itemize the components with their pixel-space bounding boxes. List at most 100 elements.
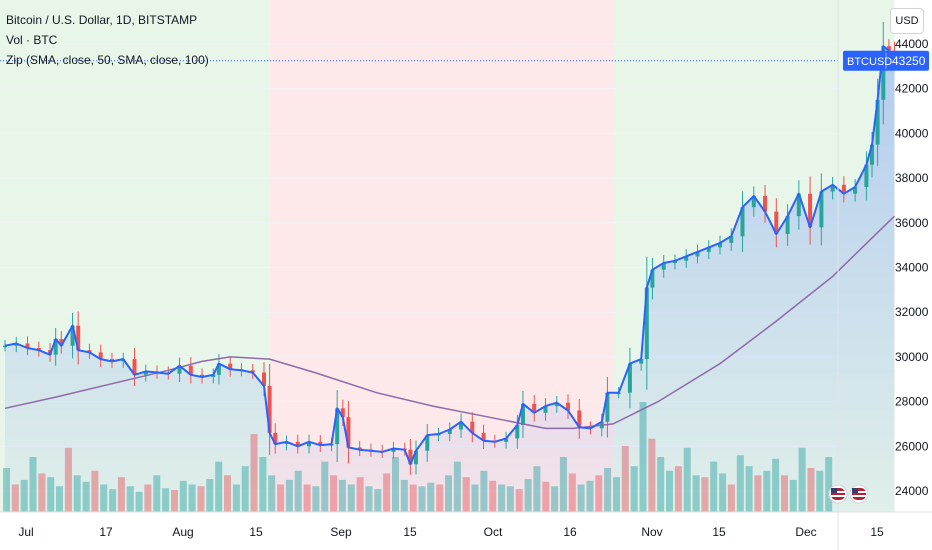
candle-body [188, 365, 193, 375]
candle-body [627, 363, 632, 393]
candle-body [459, 421, 463, 430]
x-tick-label: 17 [99, 525, 113, 539]
candle-body [318, 441, 323, 446]
y-tick-label: 36000 [895, 216, 929, 230]
candle-body [273, 432, 278, 445]
candle-body [216, 363, 221, 375]
candle-body [76, 325, 81, 351]
price-area-fill [5, 46, 895, 512]
candle-body [577, 410, 582, 428]
volume-indicator-label: Vol · BTC [6, 33, 58, 47]
candle-body [751, 196, 756, 208]
candle-body [267, 386, 272, 433]
y-tick-label: 38000 [895, 171, 929, 185]
candle-body [177, 365, 182, 374]
x-tick-label: Nov [641, 525, 662, 539]
price-tag-symbol: BTCUSD [847, 56, 892, 68]
x-tick-label: Oct [484, 525, 503, 539]
price-line [4, 45, 896, 466]
x-tick-label: Dec [795, 525, 816, 539]
candle-body [504, 438, 509, 442]
y-tick-label: 24000 [895, 484, 929, 498]
candle-body [853, 187, 858, 194]
candle-body [98, 352, 103, 360]
candle-body [684, 256, 689, 261]
sma-line [4, 215, 896, 430]
candle-body [763, 196, 767, 212]
candle-body [830, 184, 835, 192]
candle-body [543, 406, 548, 413]
candle-body [729, 236, 734, 243]
candle-body [70, 325, 75, 346]
candle-body [284, 441, 289, 444]
candle-body [481, 432, 486, 441]
candle-body [740, 207, 745, 237]
y-tick-label: 30000 [895, 350, 929, 364]
candle-body [661, 263, 666, 270]
candle-body [357, 447, 362, 450]
candle-body [875, 99, 880, 145]
x-tick-label: Sep [330, 525, 352, 539]
candle-body [200, 374, 204, 377]
x-tick-label: 15 [712, 525, 726, 539]
candle-body [132, 359, 137, 375]
price-tag-value: 43250 [892, 54, 926, 68]
price-tag: BTCUSD 43250 [843, 50, 929, 71]
candle-body [870, 144, 874, 165]
candle-body [706, 247, 711, 252]
candle-body [841, 184, 846, 194]
candle-body [881, 46, 886, 100]
candle-body [25, 343, 30, 348]
x-tick-label: 15 [870, 525, 884, 539]
chart-legend: Bitcoin / U.S. Dollar, 1D, BITSTAMP Vol … [6, 10, 209, 70]
candle-body [14, 343, 19, 346]
candle-body [886, 46, 891, 51]
candle-body [718, 242, 722, 248]
x-tick-label: 15 [403, 525, 417, 539]
y-tick-label: 40000 [895, 126, 929, 140]
symbol-title: Bitcoin / U.S. Dollar, 1D, BITSTAMP [6, 13, 198, 27]
candle-body [796, 193, 801, 217]
us-flag-icon [849, 484, 869, 504]
candle-body [228, 363, 233, 370]
candle-body [110, 359, 114, 362]
candle-body [650, 269, 655, 288]
y-tick-label: 28000 [895, 395, 929, 409]
candle-body [295, 441, 300, 447]
us-flag-icon [828, 484, 848, 504]
candle-body [785, 216, 790, 234]
candle-body [59, 339, 64, 346]
candle-body [340, 408, 345, 418]
candle-body [250, 370, 255, 373]
candle-body [605, 392, 610, 422]
candle-body [447, 429, 452, 434]
y-tick-label: 34000 [895, 261, 929, 275]
x-tick-label: 15 [249, 525, 263, 539]
candle-body [515, 425, 520, 439]
candle-body [673, 260, 677, 263]
candle-body [808, 193, 813, 228]
x-tick-label: Jul [18, 525, 33, 539]
candle-body [566, 402, 570, 411]
candle-body [53, 339, 58, 355]
candle-body [391, 448, 396, 452]
candle-body [774, 211, 779, 234]
x-tick-label: Aug [172, 525, 193, 539]
x-tick-label: 16 [563, 525, 577, 539]
y-tick-label: 26000 [895, 439, 929, 453]
candle-body [864, 164, 869, 188]
zip-indicator-label: Zip (SMA, close, 50, SMA, close, 100) [6, 53, 209, 67]
currency-button[interactable]: USD [890, 8, 924, 34]
candle-body [307, 441, 311, 447]
candle-body [554, 402, 559, 407]
y-tick-label: 32000 [895, 305, 929, 319]
candle-body [414, 450, 418, 465]
candle-body [819, 191, 824, 228]
candle-body [425, 435, 430, 451]
y-tick-label: 44000 [895, 37, 929, 51]
candle-body [143, 371, 148, 375]
candle-body [408, 449, 413, 465]
candle-body [639, 359, 644, 364]
